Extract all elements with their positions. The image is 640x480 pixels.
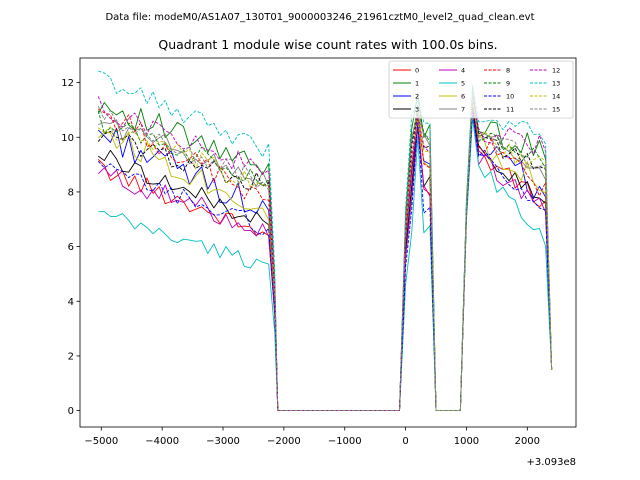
legend-label-11: 11 — [506, 105, 514, 113]
x-tick-label: −4000 — [145, 436, 179, 447]
plot-frame — [79, 57, 577, 428]
legend-label-7: 7 — [461, 105, 465, 113]
legend-label-8: 8 — [506, 66, 510, 74]
legend-box — [388, 60, 574, 119]
figure-suptitle: Data file: modeM0/AS1A07_130T01_90000032… — [105, 12, 534, 23]
y-tick-label: 12 — [61, 78, 74, 89]
legend-label-1: 1 — [415, 79, 419, 87]
legend-label-5: 5 — [461, 79, 465, 87]
legend-label-14: 14 — [552, 92, 560, 100]
plot-area — [80, 58, 576, 427]
y-tick-label: 0 — [68, 406, 74, 417]
x-tick-label: 1000 — [454, 436, 479, 447]
series-line-8 — [98, 101, 553, 412]
chart-title: Quadrant 1 module wise count rates with … — [158, 37, 497, 52]
y-tick-label: 8 — [68, 187, 74, 198]
x-tick-label: 0 — [402, 436, 408, 447]
legend-label-12: 12 — [552, 66, 560, 74]
y-axis: 0 2 4 6 8 10 12 — [61, 78, 80, 417]
legend-label-10: 10 — [506, 92, 514, 100]
legend-label-6: 6 — [461, 92, 465, 100]
legend-label-0: 0 — [415, 66, 419, 74]
x-tick-label: −1000 — [328, 436, 362, 447]
x-tick-label: 2000 — [515, 436, 540, 447]
y-tick-label: 2 — [68, 351, 74, 362]
legend-label-2: 2 — [415, 92, 419, 100]
x-tick-label: −5000 — [84, 436, 118, 447]
y-tick-label: 10 — [61, 133, 74, 144]
x-tick-label: −2000 — [267, 436, 301, 447]
legend-label-13: 13 — [552, 79, 560, 87]
x-tick-label: −3000 — [206, 436, 240, 447]
x-axis: −5000 −4000 −3000 −2000 −1000 0 1000 2000 — [84, 427, 540, 447]
y-tick-label: 6 — [68, 242, 74, 253]
legend-label-4: 4 — [461, 66, 465, 74]
legend-label-15: 15 — [552, 105, 560, 113]
legend-label-3: 3 — [415, 105, 419, 113]
x-offset-label: +3.093e8 — [526, 457, 576, 468]
legend-label-9: 9 — [506, 79, 510, 87]
y-tick-label: 4 — [68, 297, 74, 308]
